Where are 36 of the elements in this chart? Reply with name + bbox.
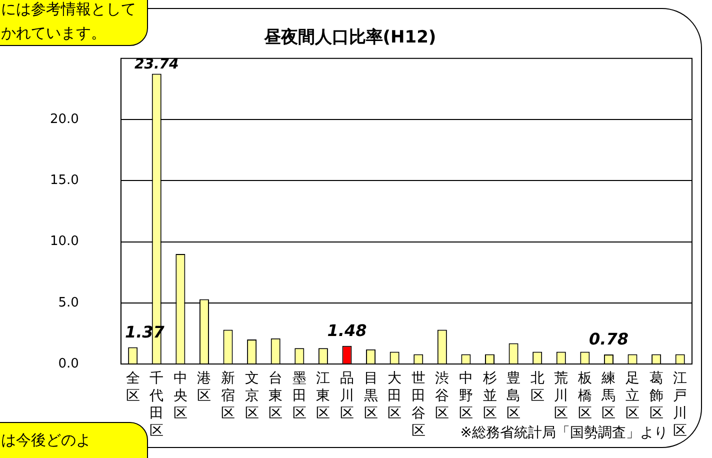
x-tick-label: 板橋区: [576, 370, 592, 422]
x-tick-label: 港区: [197, 370, 212, 404]
x-tick-label: 大田区: [388, 370, 402, 422]
x-tick-label: 墨田区: [292, 370, 306, 422]
text: は今後どのよ: [0, 422, 148, 458]
chart-title: 昼夜間人口比率(H12): [262, 28, 436, 48]
y-tick-label: 20.0: [50, 112, 79, 127]
x-tick-label: 世田谷区: [411, 370, 426, 439]
x-tick-label: 江東区: [316, 370, 330, 422]
x-tick-label: 練馬区: [600, 370, 616, 422]
data-label: 23.74: [134, 56, 179, 72]
data-label: 1.48: [327, 321, 367, 340]
x-tick-label: 中央区: [173, 370, 188, 422]
x-tick-label: 全区: [126, 370, 140, 404]
y-tick-label: 15.0: [50, 173, 79, 188]
x-tick-label: 中野区: [458, 370, 473, 422]
x-tick-label: 杉並区: [482, 370, 497, 422]
x-tick-label: 足立区: [626, 370, 640, 422]
x-tick-label: 目黒区: [364, 370, 378, 422]
x-tick-label: 品川区: [340, 370, 354, 422]
x-tick-label: 千代田区: [148, 370, 164, 439]
y-tick-label: 10.0: [50, 234, 79, 250]
y-tick-label: 5.0: [58, 295, 79, 310]
text: には参考情報としてかれています。: [0, 0, 148, 46]
text: ※総務省統計局「国勢調査」より: [460, 424, 668, 442]
y-tick-label: 0.0: [58, 356, 79, 372]
x-tick-label: 北区: [530, 370, 544, 404]
x-tick-label: 豊島区: [506, 370, 521, 422]
x-tick-label: 文京区: [244, 370, 259, 422]
x-tick-label: 江戸川区: [673, 370, 688, 439]
x-tick-label: 葛飾区: [649, 370, 664, 422]
x-tick-label: 渋谷区: [435, 370, 450, 422]
x-tick-label: 台東区: [268, 370, 283, 422]
data-label: 0.78: [588, 330, 628, 349]
x-tick-label: 新宿区: [221, 370, 236, 422]
x-tick-label: 荒川区: [554, 370, 568, 422]
